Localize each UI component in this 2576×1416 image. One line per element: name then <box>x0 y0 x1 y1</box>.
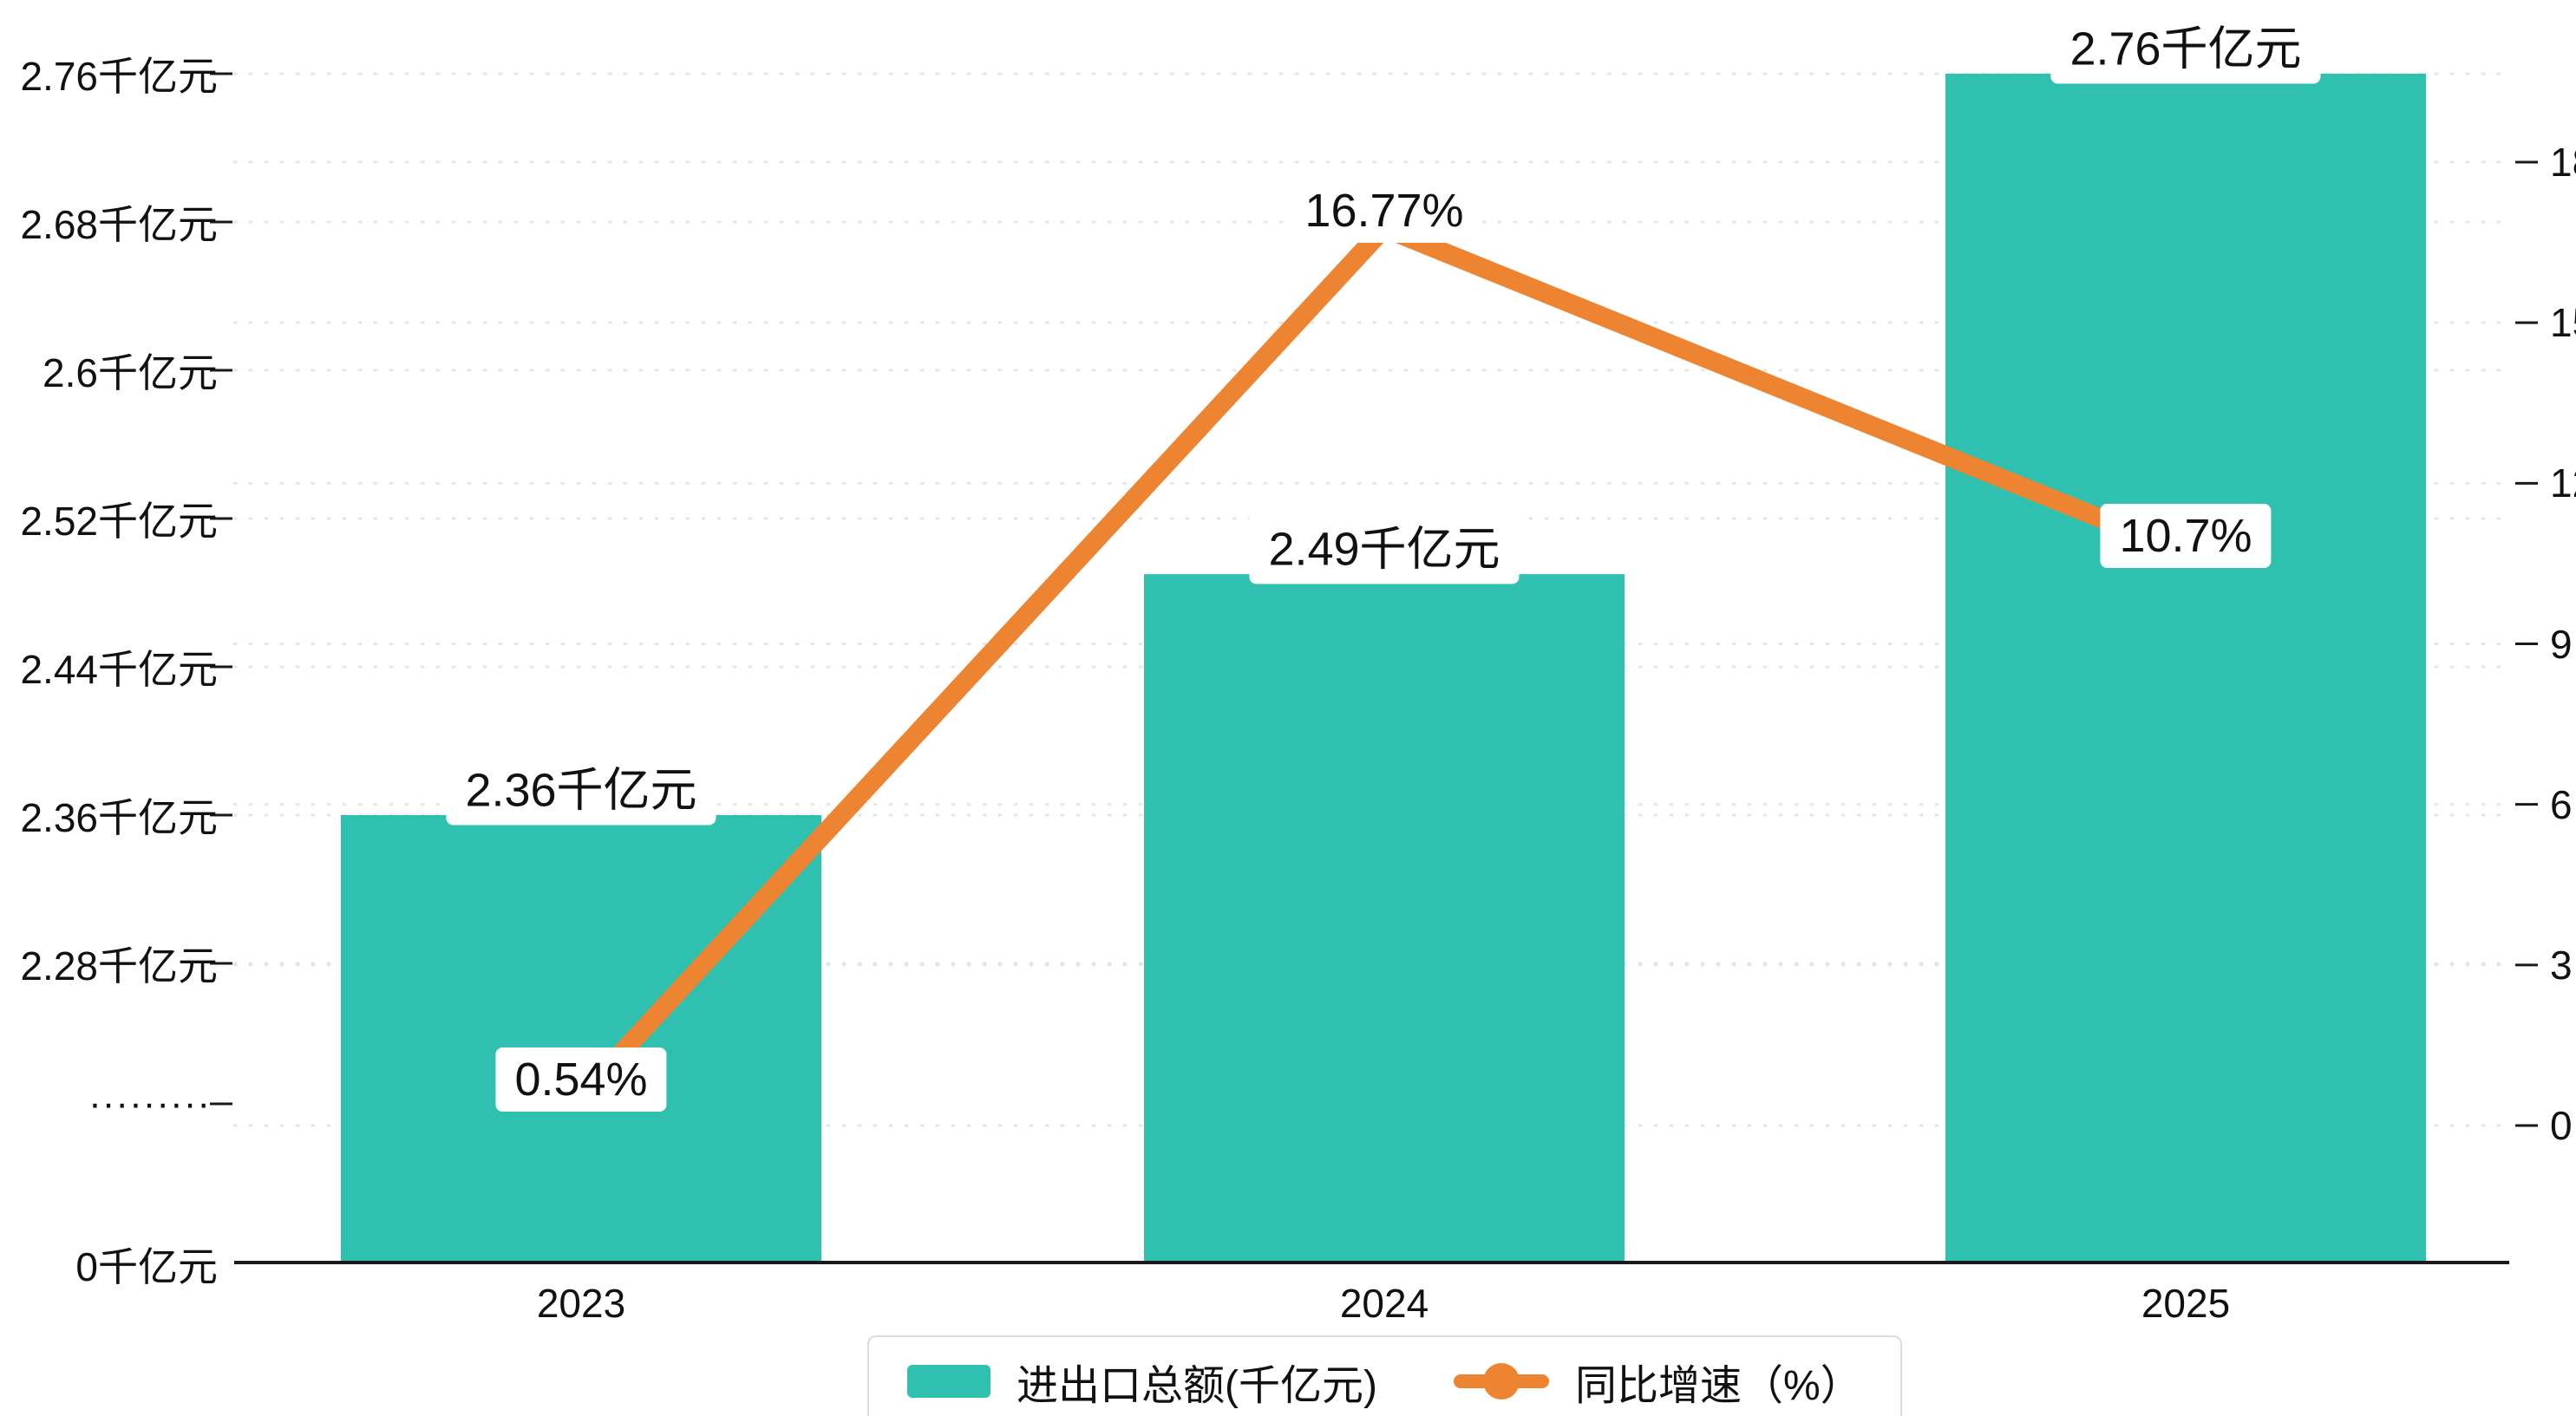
bar-legend-label: 进出口总额(千亿元) <box>1017 1363 1377 1409</box>
line-legend-dot-icon <box>1482 1363 1520 1400</box>
line-legend-label: 同比增速（%） <box>1574 1363 1862 1409</box>
bar-2023 <box>341 815 821 1263</box>
line-point-2025 <box>2174 540 2198 565</box>
legend-item-bar-series: 进出口总额(千亿元) <box>907 1351 1377 1412</box>
bar-2025 <box>1945 74 2426 1263</box>
bar-legend-swatch-icon <box>907 1365 991 1398</box>
legend-item-line-series: 同比增速（%） <box>1453 1351 1862 1412</box>
bar-2024 <box>1144 574 1625 1263</box>
legend: 进出口总额(千亿元) 同比增速（%） <box>867 1335 1902 1416</box>
line-point-2023 <box>569 1084 593 1109</box>
line-legend-marker-icon <box>1453 1363 1549 1400</box>
line-point-2024 <box>1372 215 1396 240</box>
